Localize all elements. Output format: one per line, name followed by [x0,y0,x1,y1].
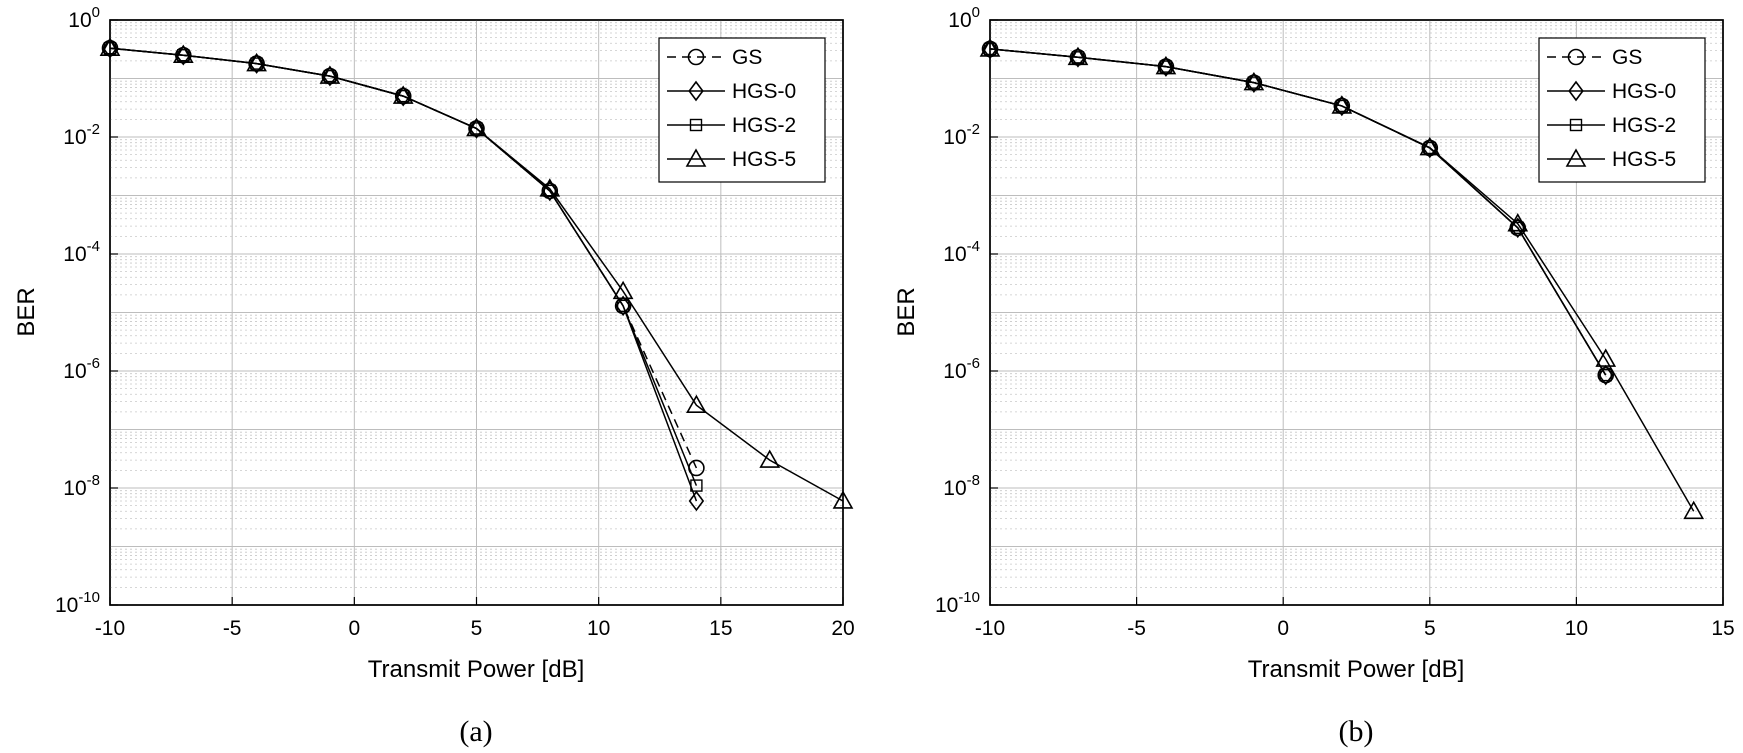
x-tick-label: 0 [348,617,360,640]
data-point-hgs-0 [175,44,192,66]
legend-label-hgs-2: HGS-2 [732,114,796,137]
legend-label-hgs-0: HGS-0 [1612,80,1676,103]
data-point-hgs-0 [468,118,485,139]
y-tick-label: 10-6 [943,355,980,383]
data-point-hgs-0 [248,53,265,74]
x-tick-label: 15 [1711,617,1734,640]
series-line-hgs-5 [989,48,1695,512]
data-point-hgs-0 [1334,95,1350,117]
data-point-hgs-5 [759,449,781,468]
data-point-hgs-5 [172,44,194,64]
data-point-hgs-5 [1243,71,1265,91]
data-point-hgs-2 [1511,221,1524,235]
x-tick-label: -10 [95,617,125,640]
x-tick-label: -5 [1127,617,1146,640]
legend-marker-hgs-5 [685,148,707,167]
y-tick-label: 10-2 [943,121,980,149]
data-point-hgs-5 [1155,55,1177,75]
y-tick-label: 10-10 [935,589,980,617]
legend-b: GS HGS-0 HGS-2 HGS-5 [1538,37,1706,183]
legend-label-gs: GS [732,46,762,69]
y-tick-label: 100 [68,4,100,32]
data-point-hgs-5 [392,85,414,104]
y-tick-label: 10-4 [943,238,980,266]
data-point-hgs-5 [246,52,267,72]
x-tick-label: 10 [587,617,610,640]
x-tick-label: 5 [471,617,483,640]
data-point-hgs-0 [615,295,631,317]
x-tick-label: 10 [1565,617,1588,640]
x-tick-label: 0 [1277,617,1289,640]
legend-label-hgs-0: HGS-0 [732,80,796,103]
data-point-hgs-0 [395,85,411,107]
legend-label-gs: GS [1612,46,1642,69]
data-point-hgs-0 [322,65,338,87]
x-tick-label: -5 [223,617,242,640]
data-point-hgs-5 [1683,500,1705,520]
legend-label-hgs-5: HGS-5 [1612,148,1676,171]
legend-marker-hgs-2 [689,118,703,132]
data-point-hgs-0 [1158,56,1174,77]
x-axis-label-a: Transmit Power [dB] [368,656,585,683]
data-point-hgs-5 [539,178,561,197]
data-point-hgs-5 [1507,213,1529,232]
legend-marker-hgs-0 [688,80,704,102]
plot-frame-b [989,19,1724,606]
data-point-hgs-2 [616,299,630,313]
data-point-hgs-5 [1595,348,1617,367]
data-point-hgs-5 [1419,136,1441,156]
data-point-hgs-5 [686,394,707,414]
legend-box-a [658,37,826,183]
y-axis-label-a: BER [13,287,40,336]
y-axis-label-b: BER [893,287,920,336]
data-point-hgs-5 [1331,95,1353,114]
data-point-hgs-0 [1070,47,1086,68]
y-tick-label: 10-4 [63,238,100,266]
legend-marker-hgs-0 [1568,80,1584,102]
data-point-hgs-5 [466,117,487,137]
y-tick-label: 10-10 [55,589,100,617]
legend-box-b [1538,37,1706,183]
data-point-hgs-2 [1599,368,1612,382]
x-tick-label: 15 [709,617,732,640]
legend-marker-gs [1567,48,1585,66]
data-point-hgs-0 [1246,72,1262,93]
tick-labels-a: 10-10 10-8 10-6 10-4 10-2 100 -10 -5 0 5 10 15 20 [55,4,855,640]
legend-label-hgs-5: HGS-5 [732,148,796,171]
data-point-hgs-5 [612,280,634,300]
x-axis-label-b: Transmit Power [dB] [1248,656,1465,683]
caption-b: (b) [1339,715,1374,748]
legend-marker-hgs-5 [1565,148,1587,167]
data-point-hgs-0 [688,490,705,512]
legend-label-hgs-2: HGS-2 [1612,114,1676,137]
y-tick-label: 100 [948,4,980,32]
grid-b [989,19,1724,606]
data-point-hgs-5 [319,65,341,84]
chart-panel-b: 10-10 10-8 10-6 10-4 10-2 100 -10 -5 0 5 10 15 Tran… [893,4,1735,748]
data-point-hgs-5 [1067,46,1089,66]
x-tick-label: 5 [1424,617,1436,640]
grid-a [109,19,844,606]
data-point-hgs-2 [690,479,703,492]
data-point-hgs-0 [1597,364,1614,386]
caption-a: (a) [459,715,492,748]
series-line-hgs-5 [109,47,844,502]
data-point-hgs-0 [1510,217,1526,239]
y-tick-label: 10-8 [943,472,980,500]
x-tick-label: 20 [831,617,854,640]
y-tick-label: 10-6 [63,355,100,383]
plot-frame-a [109,19,844,606]
legend-marker-hgs-2 [1569,118,1583,132]
legend-a: GS HGS-0 HGS-2 HGS-5 [658,37,826,183]
y-tick-label: 10-8 [63,472,100,500]
x-tick-label: -10 [975,617,1005,640]
y-tick-label: 10-2 [63,121,100,149]
legend-marker-gs [687,48,705,66]
chart-panel-a: 10-10 10-8 10-6 10-4 10-2 100 -10 -5 0 5 10 15 20 Tr… [13,4,855,748]
